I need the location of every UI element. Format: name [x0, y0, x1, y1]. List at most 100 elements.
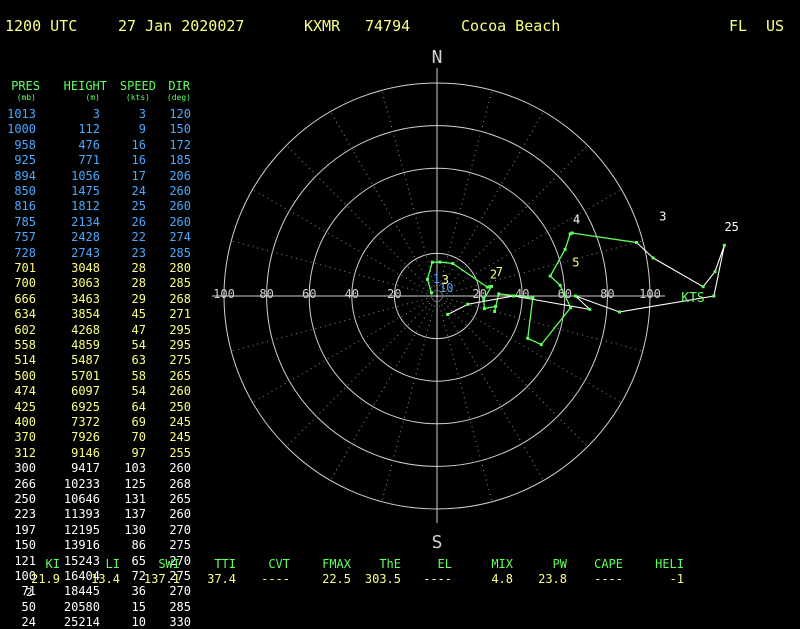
height-label: 3 [659, 210, 666, 224]
radial-line [231, 240, 438, 297]
table-cell-height: 1475 [71, 184, 100, 198]
table-cell-height: 15243 [63, 553, 100, 568]
hodograph-point [573, 294, 577, 298]
hodograph-point [490, 284, 494, 288]
table-cell-pres: 701 [14, 261, 36, 275]
table-cell-height: 10646 [63, 492, 100, 506]
hodograph-point [497, 292, 501, 296]
extra-digit: 2 [26, 586, 33, 599]
radial-line [381, 90, 438, 297]
table-cell-height: 25214 [63, 615, 100, 629]
table-cell-dir: 285 [169, 276, 191, 291]
table-cell-dir: 260 [169, 507, 191, 522]
hodograph-point [569, 306, 573, 310]
table-cell-height: 11393 [63, 507, 100, 522]
table-cell-pres: 894 [14, 168, 36, 183]
col-header-speed: SPEED [119, 79, 156, 93]
hodograph-point [651, 256, 655, 260]
table-cell-dir: 255 [169, 445, 191, 460]
height-label: 1 [433, 272, 440, 286]
table-cell-pres: 312 [14, 445, 36, 460]
table-cell-height: 476 [78, 137, 100, 152]
table-cell-height: 112 [78, 122, 100, 137]
hodograph-point [485, 285, 489, 289]
table-cell-pres: 958 [14, 137, 36, 152]
table-cell-dir: 260 [169, 184, 191, 198]
radial-line [436, 90, 493, 297]
table-cell-pres: 700 [14, 276, 36, 291]
radial-line [436, 189, 622, 297]
col-header-height: HEIGHT [63, 79, 107, 93]
table-cell-speed: 3 [138, 107, 146, 121]
index-label: CAPE [594, 557, 623, 571]
table-cell-speed: 29 [131, 291, 146, 306]
ring-label: 40 [345, 287, 359, 301]
table-cell-dir: 206 [169, 168, 191, 183]
ring-label: 20 [472, 287, 486, 301]
table-cell-pres: 757 [14, 230, 36, 245]
hodograph-point [482, 297, 486, 301]
table-cell-dir: 271 [169, 307, 191, 322]
ring-label: 80 [600, 287, 614, 301]
table-cell-dir: 280 [169, 261, 191, 275]
table-cell-dir: 295 [169, 338, 191, 352]
table-cell-height: 7372 [71, 415, 100, 429]
hodograph-point [487, 285, 491, 289]
header-country: US [766, 17, 785, 35]
table-cell-pres: 816 [14, 199, 36, 214]
index-label: FMAX [322, 557, 351, 571]
index-label: LI [105, 557, 120, 571]
table-cell-height: 3854 [71, 307, 100, 322]
index-label: SWI [158, 557, 180, 571]
radial-line [436, 240, 643, 297]
table-cell-pres: 500 [14, 368, 36, 383]
table-cell-pres: 100 [14, 569, 36, 583]
ring-label: 80 [259, 287, 273, 301]
radial-line [330, 295, 438, 481]
height-label: 2 [490, 268, 497, 282]
table-cell-pres: 850 [14, 184, 36, 198]
hodograph-point [713, 270, 717, 274]
radial-line [286, 145, 438, 297]
radial-line [286, 295, 438, 447]
table-cell-height: 9146 [71, 445, 100, 460]
table-cell-dir: 172 [169, 137, 191, 152]
height-label: 25 [724, 220, 738, 234]
index-label: EL [437, 557, 452, 571]
hodograph-point [558, 283, 562, 287]
hodograph-point [568, 232, 572, 236]
table-cell-speed: 26 [131, 214, 146, 229]
table-cell-dir: 285 [169, 599, 191, 614]
table-cell-height: 13916 [63, 538, 100, 553]
table-cell-height: 3063 [71, 276, 100, 291]
header-state: FL [729, 17, 748, 35]
table-cell-pres: 474 [14, 384, 36, 399]
table-cell-height: 2428 [71, 230, 100, 245]
table-cell-height: 1812 [71, 199, 100, 214]
table-cell-speed: 125 [124, 476, 146, 491]
index-label: MIX [491, 557, 513, 571]
table-cell-speed: 130 [124, 522, 146, 537]
index-value: ---- [423, 572, 452, 586]
table-cell-speed: 103 [124, 461, 146, 476]
table-cell-height: 1056 [71, 168, 100, 183]
table-cell-speed: 58 [131, 368, 146, 383]
table-cell-height: 3048 [71, 261, 100, 275]
table-cell-dir: 245 [169, 415, 191, 429]
table-cell-pres: 300 [14, 461, 36, 476]
col-unit-height: (m) [85, 93, 100, 102]
table-cell-speed: 69 [131, 415, 146, 429]
header-station-number: 74794 [365, 17, 411, 35]
radial-line [330, 111, 438, 297]
hodograph-point [539, 343, 543, 347]
index-label: KI [45, 557, 60, 571]
index-value: 13.4 [91, 572, 120, 586]
table-cell-pres: 250 [14, 492, 36, 506]
index-value: -1 [669, 572, 684, 586]
table-cell-pres: 150 [14, 538, 36, 553]
col-header-dir: DIR [168, 79, 190, 93]
table-cell-height: 4268 [71, 322, 100, 337]
index-value: ---- [594, 572, 623, 586]
table-cell-dir: 275 [169, 538, 191, 553]
table-cell-dir: 330 [169, 615, 191, 629]
